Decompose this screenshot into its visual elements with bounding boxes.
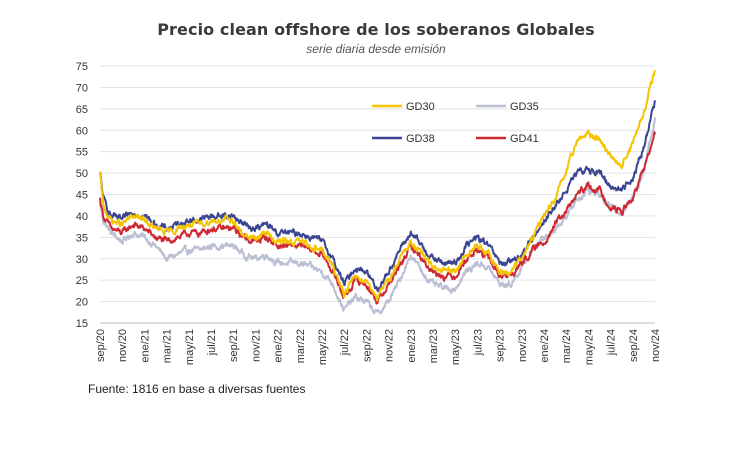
y-tick-label: 15 [76, 318, 88, 330]
x-tick-label: mar/23 [428, 329, 440, 363]
chart-area: 15 20 25 30 35 40 45 50 55 60 65 70 75 sep/20 nov/20 e… [76, 61, 662, 365]
x-tick-label: sep/21 [228, 329, 240, 362]
x-tick-label: sep/22 [361, 329, 373, 362]
legend-item-gd35: GD35 [476, 101, 539, 113]
legend-item-gd30: GD30 [372, 101, 435, 113]
x-tick-label: ene/21 [139, 329, 151, 363]
x-tick-label: ene/22 [273, 329, 285, 363]
legend-label: GD30 [406, 101, 435, 113]
series-line-gd41 [99, 131, 656, 305]
y-tick-label: 70 [76, 82, 88, 94]
gridlines [100, 65, 655, 324]
y-tick-label: 25 [76, 275, 88, 287]
x-tick-label: sep/24 [628, 329, 640, 362]
series-line-gd30 [99, 70, 656, 302]
x-tick-label: sep/23 [495, 329, 507, 362]
y-tick-label: 30 [76, 254, 88, 266]
legend-item-gd41: GD41 [476, 133, 539, 145]
y-tick-label: 60 [76, 125, 88, 137]
y-tick-label: 40 [76, 211, 88, 223]
x-tick-label: ene/23 [406, 329, 418, 363]
legend-label: GD38 [406, 133, 435, 145]
chart-subtitle: serie diaria desde emisión [306, 42, 446, 56]
source-note: Fuente: 1816 en base a diversas fuentes [88, 382, 306, 396]
x-tick-label: jul/23 [472, 329, 484, 356]
y-tick-label: 55 [76, 147, 88, 159]
y-tick-label: 65 [76, 104, 88, 116]
legend-item-gd38: GD38 [372, 133, 435, 145]
series-lines [99, 70, 656, 315]
legend-label: GD41 [510, 133, 539, 145]
y-tick-label: 50 [76, 168, 88, 180]
x-tick-label: jul/21 [206, 329, 218, 356]
x-tick-label: mar/24 [561, 329, 573, 363]
y-tick-label: 45 [76, 190, 88, 202]
x-tick-label: may/24 [583, 329, 595, 365]
x-tick-label: nov/20 [117, 329, 129, 362]
legend-label: GD35 [510, 101, 539, 113]
legend: GD30 GD35 GD38 GD41 [372, 101, 539, 145]
x-tick-label: nov/24 [650, 329, 662, 362]
y-tick-label: 35 [76, 232, 88, 244]
x-tick-label: may/21 [184, 329, 196, 365]
chart-title: Precio clean offshore de los soberanos G… [157, 20, 595, 39]
x-tick-label: mar/22 [295, 329, 307, 363]
y-axis: 15 20 25 30 35 40 45 50 55 60 65 70 75 [76, 61, 88, 330]
x-tick-label: may/23 [450, 329, 462, 365]
x-tick-label: sep/20 [95, 329, 107, 362]
x-tick-label: nov/22 [384, 329, 396, 362]
x-tick-label: nov/21 [250, 329, 262, 362]
x-tick-label: nov/23 [517, 329, 529, 362]
series-line-gd35 [99, 117, 656, 315]
x-tick-label: jul/24 [606, 329, 618, 356]
x-tick-label: may/22 [317, 329, 329, 365]
x-tick-label: ene/24 [539, 329, 551, 363]
x-tick-label: mar/21 [162, 329, 174, 363]
y-tick-label: 20 [76, 297, 88, 309]
x-tick-label: jul/22 [339, 329, 351, 356]
x-axis: sep/20 nov/20 ene/21 mar/21 may/21 jul/21 sep/… [95, 329, 662, 365]
y-tick-label: 75 [76, 61, 88, 73]
series-line-gd38 [99, 100, 656, 293]
